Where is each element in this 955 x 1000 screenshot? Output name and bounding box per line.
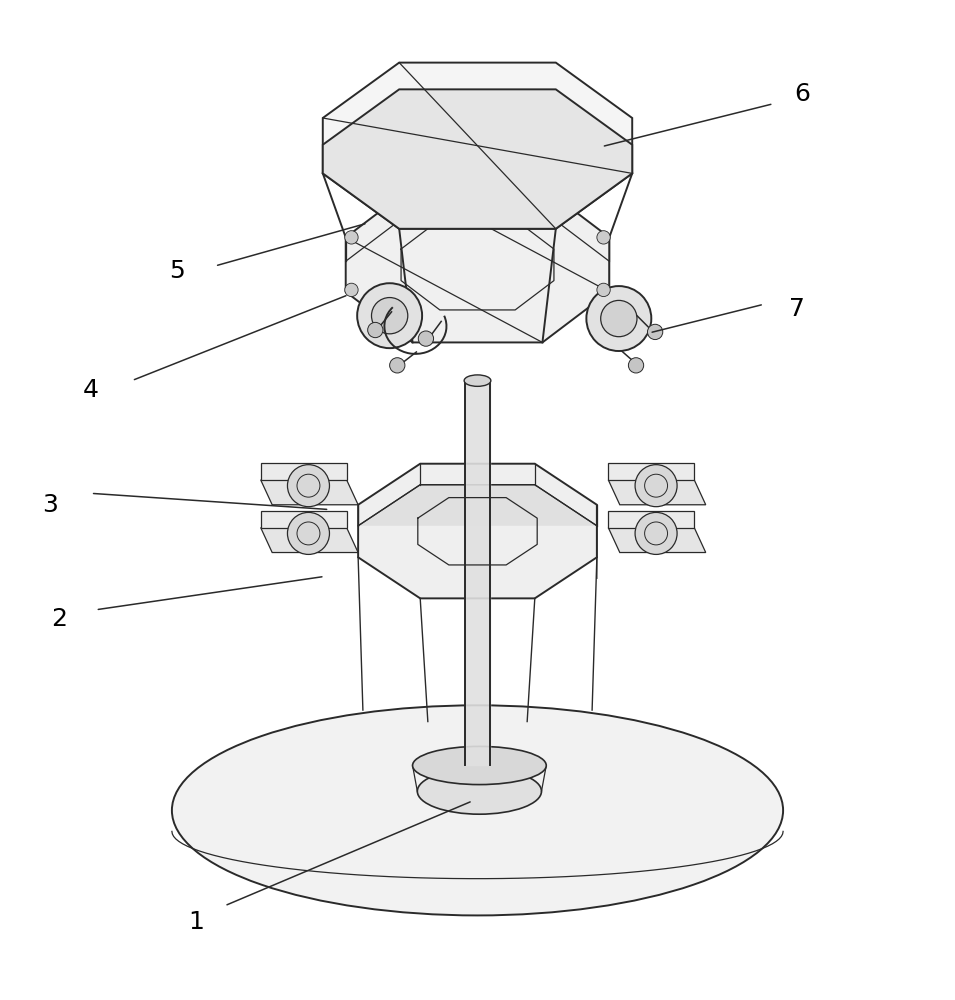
Polygon shape [358, 485, 597, 526]
Polygon shape [261, 528, 358, 553]
Circle shape [287, 512, 329, 554]
Circle shape [357, 283, 422, 348]
Circle shape [345, 231, 358, 244]
Circle shape [635, 465, 677, 507]
Ellipse shape [172, 705, 783, 915]
Text: 5: 5 [169, 259, 184, 283]
Circle shape [586, 286, 651, 351]
Circle shape [601, 300, 637, 337]
Circle shape [371, 298, 408, 334]
Text: 2: 2 [52, 607, 67, 631]
Polygon shape [261, 511, 347, 528]
Polygon shape [358, 464, 597, 598]
Circle shape [597, 283, 610, 297]
Polygon shape [608, 480, 706, 505]
Polygon shape [608, 511, 694, 528]
Circle shape [345, 283, 358, 297]
Polygon shape [323, 89, 632, 229]
Text: 6: 6 [795, 82, 810, 106]
Ellipse shape [464, 375, 491, 386]
Ellipse shape [417, 768, 541, 814]
Polygon shape [608, 528, 706, 553]
Polygon shape [323, 63, 632, 229]
Text: 3: 3 [42, 493, 57, 517]
Polygon shape [261, 480, 358, 505]
Text: 7: 7 [790, 297, 805, 321]
Circle shape [628, 358, 644, 373]
Text: 1: 1 [188, 910, 203, 934]
Polygon shape [608, 463, 694, 480]
Circle shape [647, 324, 663, 340]
Circle shape [418, 331, 434, 346]
Polygon shape [346, 187, 609, 342]
Circle shape [597, 231, 610, 244]
Circle shape [368, 322, 383, 338]
Ellipse shape [413, 746, 546, 785]
Circle shape [635, 512, 677, 554]
Polygon shape [261, 463, 347, 480]
Circle shape [287, 465, 329, 507]
Circle shape [390, 358, 405, 373]
Text: 4: 4 [83, 378, 98, 402]
